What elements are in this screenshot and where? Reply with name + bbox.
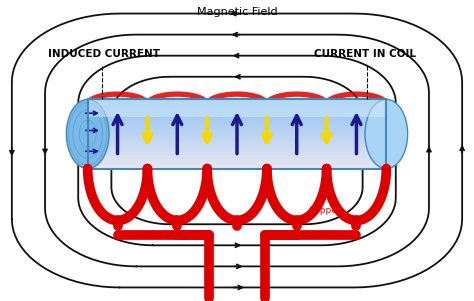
Bar	[88, 116, 386, 118]
Bar	[88, 150, 386, 152]
Bar	[88, 152, 386, 155]
Bar	[88, 99, 386, 102]
Bar	[88, 120, 386, 123]
Bar	[88, 159, 386, 162]
Bar	[88, 138, 386, 141]
Text: CURRENT IN COIL: CURRENT IN COIL	[314, 49, 416, 59]
Bar	[88, 102, 386, 104]
Bar	[88, 162, 386, 164]
Bar	[88, 141, 386, 143]
Bar	[88, 129, 386, 132]
Bar	[88, 166, 386, 169]
Bar	[88, 111, 386, 113]
Bar	[88, 125, 386, 127]
Bar	[88, 134, 386, 136]
Bar	[88, 104, 386, 106]
Text: Copper: Copper	[308, 206, 341, 215]
Ellipse shape	[365, 99, 408, 169]
Bar	[88, 113, 386, 116]
Bar	[88, 127, 386, 129]
Bar	[88, 132, 386, 134]
Ellipse shape	[66, 99, 109, 169]
Bar	[88, 145, 386, 148]
Text: Magnetic Field: Magnetic Field	[197, 7, 277, 17]
Bar	[88, 123, 386, 125]
Bar	[88, 157, 386, 159]
Bar	[88, 99, 386, 116]
Bar	[88, 155, 386, 157]
Bar	[88, 106, 386, 109]
Bar	[88, 118, 386, 120]
Bar	[88, 109, 386, 111]
Bar	[88, 143, 386, 145]
Text: INDUCED CURRENT: INDUCED CURRENT	[48, 49, 160, 59]
Bar	[88, 148, 386, 150]
Bar	[88, 99, 386, 169]
Bar	[88, 136, 386, 138]
Bar	[88, 164, 386, 166]
